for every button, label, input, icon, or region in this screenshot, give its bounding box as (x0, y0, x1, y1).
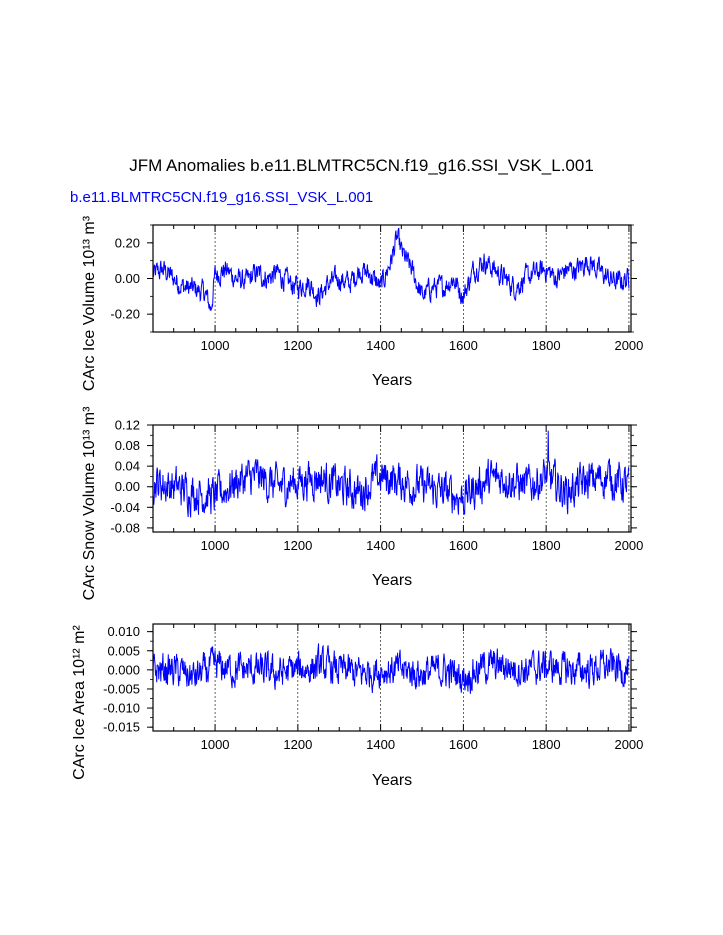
x-tick-label: 1600 (449, 538, 478, 553)
y-tick-label: 0.005 (107, 643, 140, 658)
y-tick-label: 0.00 (115, 479, 140, 494)
x-tick-label: 1200 (283, 338, 312, 353)
x-tick-label: 1200 (283, 737, 312, 752)
y-tick-label: 0.04 (115, 459, 140, 474)
y-tick-label: 0.000 (107, 662, 140, 677)
x-tick-label: 1600 (449, 737, 478, 752)
y-tick-label: -0.005 (103, 681, 140, 696)
y-axis-label: CArc Ice Area 10¹² m² (71, 624, 88, 779)
y-tick-label: 0.08 (115, 438, 140, 453)
x-tick-label: 1800 (532, 338, 561, 353)
y-tick-label: 0.010 (107, 624, 140, 639)
x-tick-label: 1400 (366, 338, 395, 353)
x-axis-label: Years (372, 772, 412, 789)
panel-2: 1000 1200 1400 1600 1800 2000 -0.08 -0.04 0.00 0.… (81, 406, 643, 601)
y-tick-label: 0.20 (115, 235, 140, 250)
plot-frame (152, 424, 632, 533)
chart-title: JFM Anomalies b.e11.BLMTRC5CN.f19_g16.SS… (129, 156, 594, 175)
y-tick-label: 0.00 (115, 271, 140, 286)
x-tick-label: 1400 (366, 538, 395, 553)
x-tick-label: 1800 (532, 737, 561, 752)
x-tick-label: 1000 (201, 737, 230, 752)
y-tick-label: 0.12 (115, 418, 140, 433)
panel-3: 1000 1200 1400 1600 1800 2000 -0.015 -0.010 -0.0… (71, 623, 643, 789)
x-tick-label: 1800 (532, 538, 561, 553)
run-label: b.e11.BLMTRC5CN.f19_g16.SSI_VSK_L.001 (70, 189, 374, 206)
x-tick-label: 1200 (283, 538, 312, 553)
y-axis-label: CArc Ice Volume 10¹³ m³ (81, 215, 98, 391)
y-tick-label: -0.20 (110, 307, 140, 322)
x-tick-label: 2000 (614, 737, 643, 752)
x-tick-label: 2000 (614, 538, 643, 553)
x-tick-label: 1600 (449, 338, 478, 353)
series-line (152, 227, 630, 311)
x-tick-label: 1000 (201, 538, 230, 553)
y-tick-label: -0.010 (103, 701, 140, 716)
x-axis-label: Years (372, 572, 412, 589)
x-tick-label: 1400 (366, 737, 395, 752)
x-tick-label: 2000 (614, 338, 643, 353)
series-line (152, 430, 630, 518)
plot-frame (152, 623, 632, 732)
y-tick-label: -0.015 (103, 720, 140, 735)
y-tick-label: -0.08 (110, 520, 140, 535)
y-axis-label: CArc Snow Volume 10¹³ m³ (81, 406, 98, 601)
y-tick-label: -0.04 (110, 500, 140, 515)
series-line (152, 643, 630, 694)
panel-1: 1000 1200 1400 1600 1800 2000 -0.20 0.00 0.20 Yea… (81, 215, 643, 391)
x-axis-label: Years (372, 372, 412, 389)
x-tick-label: 1000 (201, 338, 230, 353)
